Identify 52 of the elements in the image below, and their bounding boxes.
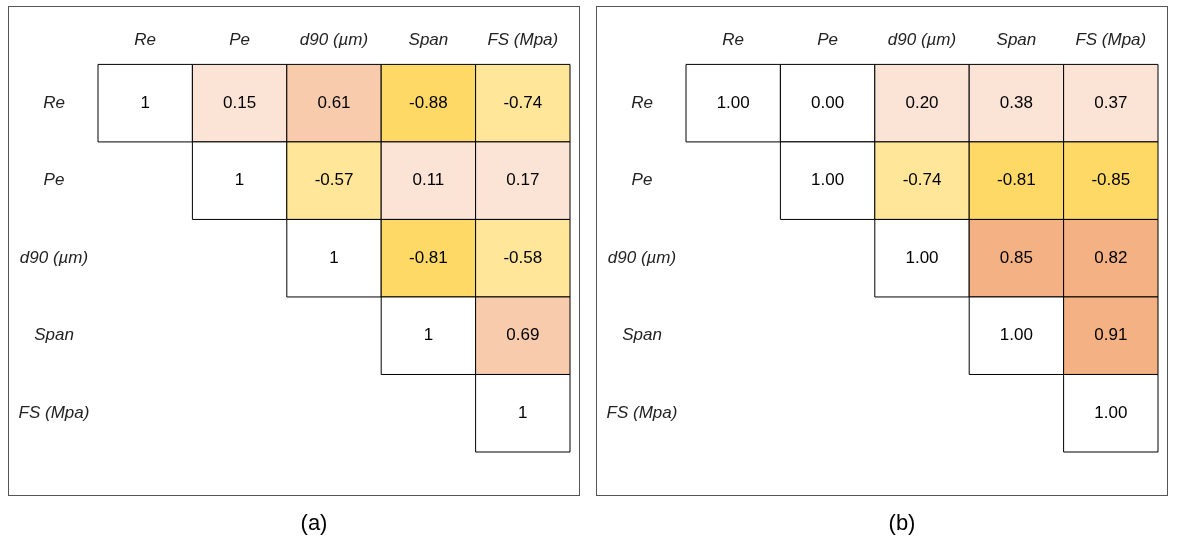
y-tick-label: Span (34, 325, 74, 345)
data-label: -0.74 (902, 170, 942, 190)
data-label: -0.74 (503, 92, 543, 112)
data-label: 1.00 (716, 92, 750, 112)
x-tick-label: Span (408, 29, 449, 49)
y-tick-label: d90 (µm) (607, 247, 677, 267)
data-label: 1 (234, 170, 245, 190)
data-label: 1.00 (811, 170, 845, 190)
y-tick-label: Pe (631, 170, 653, 190)
text: (a) (300, 510, 328, 536)
data-label: -0.88 (409, 92, 448, 112)
data-label: 0.85 (999, 247, 1033, 267)
y-tick-label: Pe (43, 170, 65, 190)
data-label: -0.58 (503, 247, 543, 267)
data-label: -0.57 (314, 170, 354, 190)
y-tick-label: FS (Mpa) (18, 402, 90, 422)
x-tick-label: Pe (229, 29, 250, 49)
data-label: -0.81 (997, 170, 1036, 190)
data-label: 0.15 (223, 92, 257, 112)
y-tick-label: Re (631, 92, 653, 112)
text: (b) (888, 510, 916, 536)
y-tick-label: FS (Mpa) (606, 402, 678, 422)
data-label: -0.85 (1091, 170, 1131, 190)
y-tick-label: Re (43, 92, 65, 112)
x-tick-label: Pe (817, 29, 838, 49)
y-tick-label: Span (622, 325, 662, 345)
data-label: 0.82 (1094, 247, 1128, 267)
data-label: 0.00 (811, 92, 845, 112)
data-label: 1 (518, 402, 528, 422)
x-tick-label: d90 (µm) (887, 29, 957, 49)
data-label: 0.17 (506, 170, 540, 190)
x-tick-label: Span (996, 29, 1037, 49)
data-label: 1 (329, 247, 339, 267)
data-label: 1.00 (1094, 402, 1128, 422)
data-label: -0.81 (409, 247, 448, 267)
data-label: 0.20 (905, 92, 939, 112)
x-tick-label: d90 (µm) (299, 29, 369, 49)
data-label: 1.00 (905, 247, 939, 267)
data-label: 1.00 (999, 325, 1033, 345)
x-tick-label: Re (134, 29, 157, 49)
x-tick-label: Re (722, 29, 745, 49)
data-label: 1 (423, 325, 434, 345)
data-label: 0.11 (412, 170, 445, 190)
x-tick-label: FS (Mpa) (1075, 29, 1147, 49)
data-label: 0.69 (506, 325, 540, 345)
x-tick-label: FS (Mpa) (487, 29, 559, 49)
data-label: 0.91 (1094, 325, 1128, 345)
data-label: 0.61 (317, 92, 351, 112)
data-label: 0.37 (1094, 92, 1128, 112)
y-tick-label: d90 (µm) (19, 247, 89, 267)
data-label: 0.38 (999, 92, 1033, 112)
data-label: 1 (140, 92, 150, 112)
